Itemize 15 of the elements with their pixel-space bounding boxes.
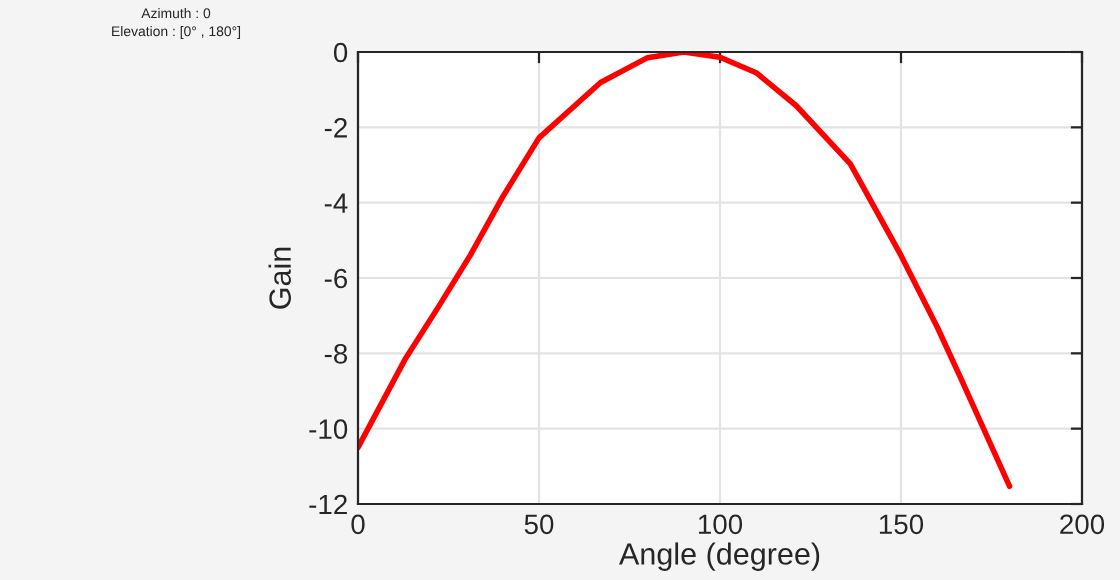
- x-axis-title: Angle (degree): [619, 542, 820, 571]
- x-tick-label: 150: [879, 514, 924, 535]
- y-tick-label: -6: [324, 268, 348, 289]
- y-tick-label: -10: [309, 419, 348, 440]
- x-tick-label: 100: [698, 514, 743, 535]
- y-axis-title: Gain: [268, 247, 291, 309]
- y-tick-label: -8: [324, 344, 348, 364]
- y-tick-label: -2: [324, 118, 347, 138]
- x-tick-label: 50: [524, 514, 554, 535]
- line-series: [358, 52, 1013, 490]
- x-tick-label: 200: [1060, 514, 1105, 535]
- y-tick-label: -12: [309, 494, 347, 515]
- x-tick-label: 0: [351, 514, 365, 535]
- y-tick-label: -4: [324, 193, 348, 213]
- y-tick-label: 0: [333, 42, 348, 63]
